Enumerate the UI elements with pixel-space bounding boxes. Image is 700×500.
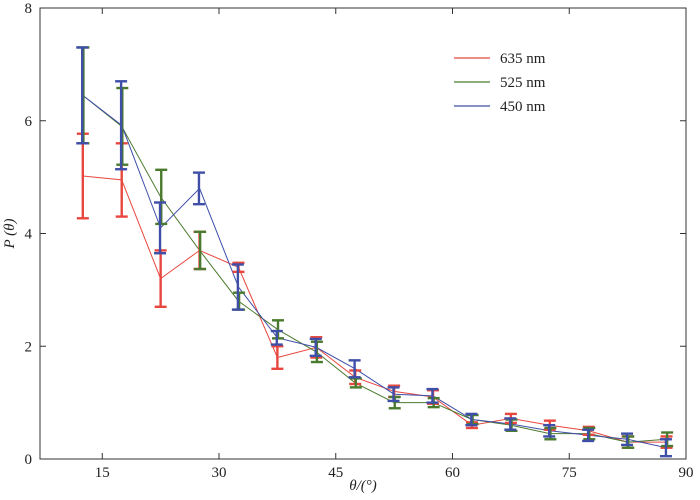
error-bar: [76, 46, 89, 145]
legend-item: 525 nm: [454, 75, 546, 91]
error-bar: [115, 80, 128, 171]
ticks-layer: 15 30 45 60 75 90 0 2 4 6 8: [25, 1, 694, 481]
y-tick-label: 2: [25, 339, 33, 355]
y-tick-label: 0: [25, 452, 33, 468]
error-bar: [388, 395, 401, 410]
error-bar: [582, 428, 595, 443]
series-line-635-nm: [82, 175, 667, 443]
legend-item: 450 nm: [454, 99, 546, 115]
y-tick-label: 4: [25, 227, 33, 243]
plot-frame: [39, 7, 687, 460]
error-bar: [465, 412, 478, 427]
error-bar: [504, 417, 517, 431]
y-tick-label: 8: [25, 1, 33, 17]
error-bar: [543, 423, 556, 438]
error-bar: [621, 432, 634, 447]
series-line-525-nm: [82, 95, 667, 443]
error-bar: [348, 359, 361, 379]
error-bar: [309, 337, 322, 358]
error-bar: [233, 291, 246, 311]
x-tick-label: 75: [562, 465, 577, 481]
legend-item: 635 nm: [454, 51, 546, 67]
error-bar: [231, 263, 244, 311]
x-tick-label: 45: [328, 465, 343, 481]
errorbar-layer: [76, 46, 674, 458]
error-bar: [310, 340, 323, 364]
legend-label: 450 nm: [500, 99, 546, 115]
legend-label: 525 nm: [500, 75, 546, 91]
x-tick-label: 15: [95, 465, 110, 481]
x-tick-label: 30: [212, 465, 227, 481]
error-bar: [270, 329, 283, 346]
error-bar: [271, 345, 284, 370]
x-tick-label: 90: [679, 465, 694, 481]
x-tick-label: 60: [445, 465, 460, 481]
series-layer: [82, 95, 667, 449]
error-bar: [154, 201, 167, 255]
legend-label: 635 nm: [500, 51, 546, 67]
error-bar: [192, 171, 205, 206]
series-line-450-nm: [82, 95, 667, 449]
y-tick-label: 6: [25, 114, 33, 130]
error-bar: [154, 249, 167, 308]
error-bar: [194, 230, 207, 271]
error-bar: [659, 438, 672, 458]
legend: 635 nm 525 nm 450 nm: [454, 51, 546, 115]
x-axis-label: θ/(°): [349, 478, 377, 494]
y-axis-label: P (θ): [2, 218, 18, 249]
error-bar: [426, 387, 439, 404]
error-bar: [387, 386, 400, 403]
